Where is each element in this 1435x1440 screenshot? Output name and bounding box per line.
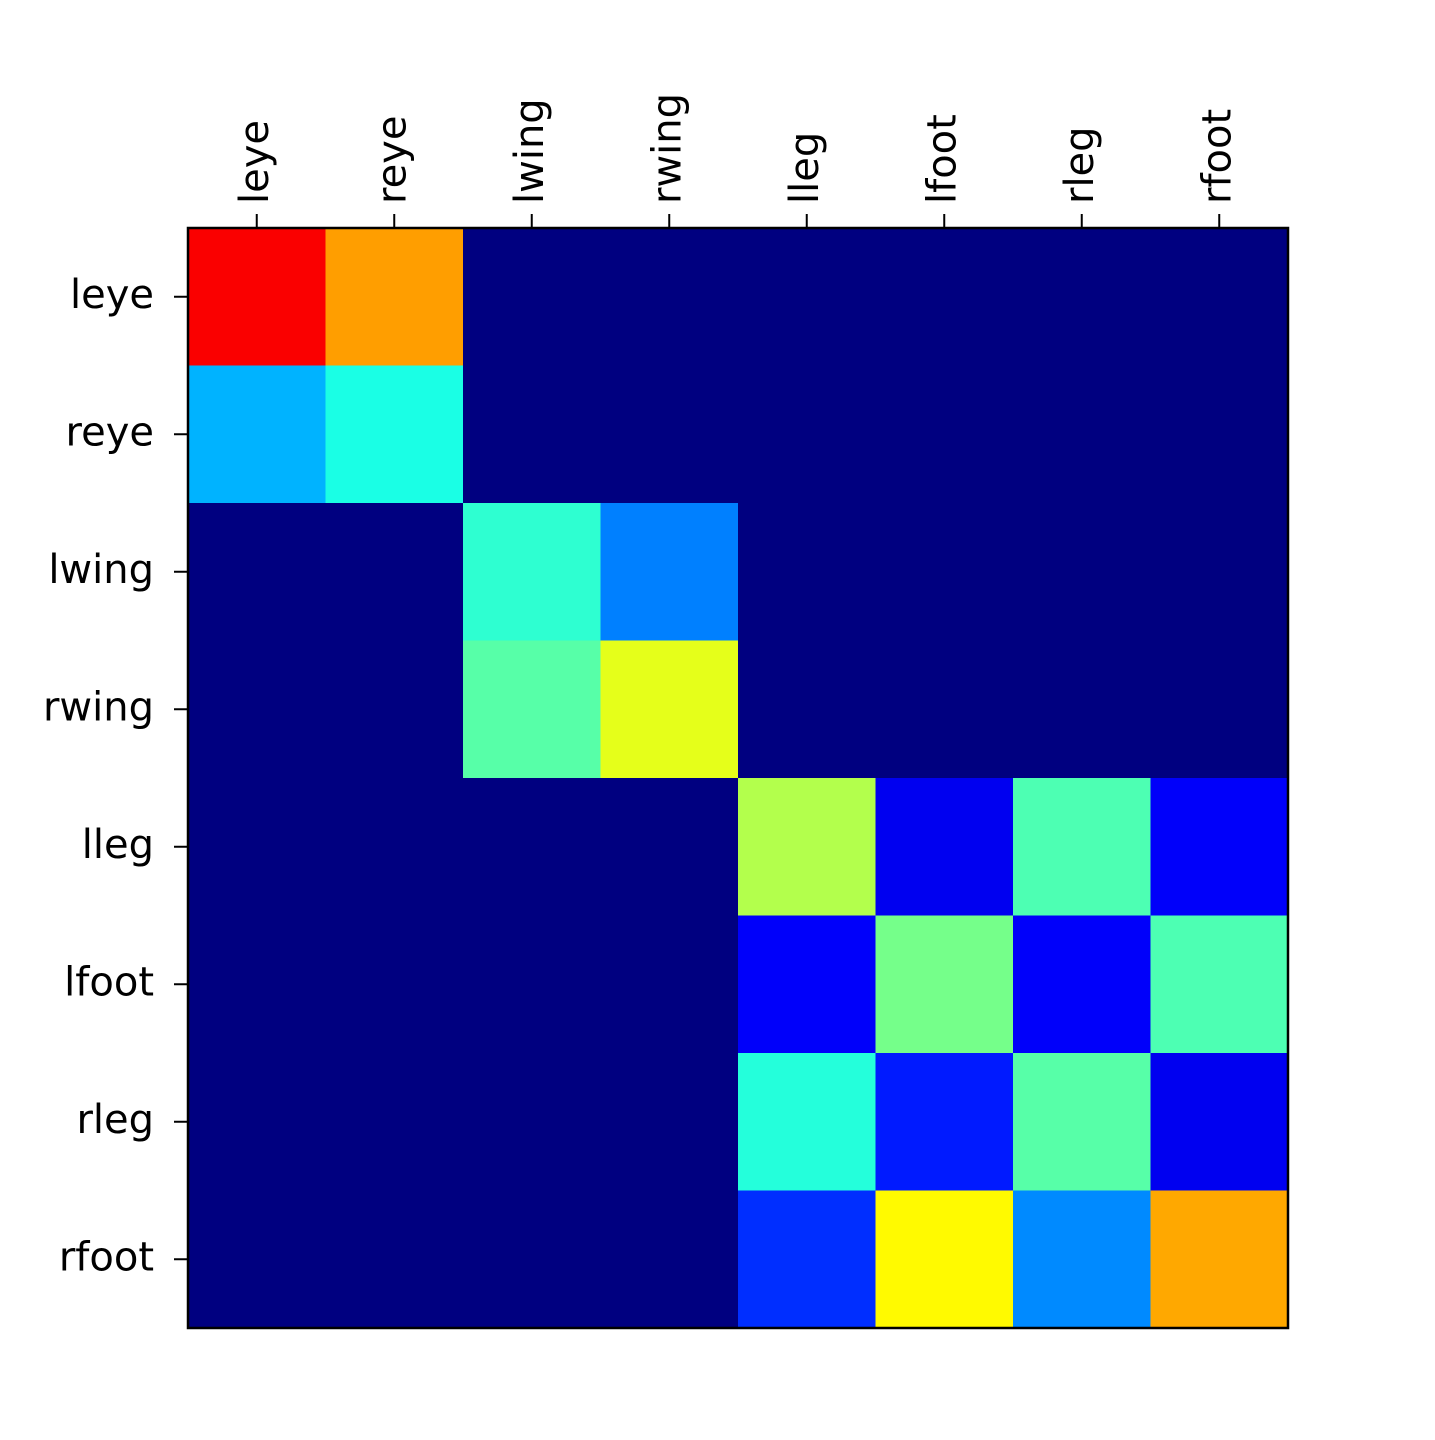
heatmap-cell-rfoot-lleg bbox=[738, 1190, 877, 1329]
heatmap-cell-lwing-reye bbox=[325, 503, 464, 642]
heatmap-cell-lwing-lwing bbox=[463, 503, 602, 642]
heatmap-cell-lfoot-reye bbox=[325, 915, 464, 1054]
x-tick-label-rleg: rleg bbox=[1057, 126, 1103, 204]
y-tick-label-lwing: lwing bbox=[48, 547, 154, 593]
heatmap-cell-lfoot-rfoot bbox=[1150, 915, 1289, 1054]
heatmap-cell-rfoot-reye bbox=[325, 1190, 464, 1329]
heatmap-cell-lleg-rwing bbox=[600, 778, 739, 917]
heatmap-cell-reye-rfoot bbox=[1150, 365, 1289, 504]
y-tick-label-reye: reye bbox=[66, 409, 154, 455]
heatmap-cell-lwing-rwing bbox=[600, 503, 739, 642]
heatmap-cell-lwing-rfoot bbox=[1150, 503, 1289, 642]
x-tick-label-leye: leye bbox=[232, 120, 278, 204]
heatmap-cell-lfoot-lfoot bbox=[875, 915, 1014, 1054]
heatmap-cells bbox=[188, 228, 1289, 1329]
x-tick-label-lleg: lleg bbox=[782, 132, 828, 204]
heatmap-cell-lfoot-rleg bbox=[1013, 915, 1152, 1054]
heatmap-cell-rwing-rwing bbox=[600, 640, 739, 779]
heatmap-cell-reye-rwing bbox=[600, 365, 739, 504]
heatmap-cell-lleg-leye bbox=[188, 778, 327, 917]
heatmap-cell-lleg-lwing bbox=[463, 778, 602, 917]
heatmap-cell-rleg-lwing bbox=[463, 1053, 602, 1192]
y-tick-label-rfoot: rfoot bbox=[59, 1234, 154, 1280]
heatmap-cell-rleg-rwing bbox=[600, 1053, 739, 1192]
heatmap-cell-reye-reye bbox=[325, 365, 464, 504]
heatmap-cell-reye-lwing bbox=[463, 365, 602, 504]
plot-frame bbox=[186, 226, 1290, 1330]
heatmap-cell-lleg-lfoot bbox=[875, 778, 1014, 917]
heatmap-cell-rfoot-rleg bbox=[1013, 1190, 1152, 1329]
heatmap-cell-rfoot-rwing bbox=[600, 1190, 739, 1329]
heatmap-cell-rleg-rleg bbox=[1013, 1053, 1152, 1192]
heatmap-cell-lwing-lleg bbox=[738, 503, 877, 642]
y-axis-ticks: leye reye lwing rwing lleg lfoot rleg rfoot bbox=[43, 272, 188, 1280]
heatmap-cell-rfoot-leye bbox=[188, 1190, 327, 1329]
heatmap-cell-lfoot-leye bbox=[188, 915, 327, 1054]
heatmap-cell-lfoot-lleg bbox=[738, 915, 877, 1054]
heatmap-cell-leye-leye bbox=[188, 228, 327, 367]
heatmap-cell-leye-lwing bbox=[463, 228, 602, 367]
x-tick-label-lwing: lwing bbox=[507, 98, 553, 204]
heatmap-cell-leye-lfoot bbox=[875, 228, 1014, 367]
heatmap-cell-leye-rleg bbox=[1013, 228, 1152, 367]
heatmap-cell-rwing-leye bbox=[188, 640, 327, 779]
heatmap-cell-rwing-reye bbox=[325, 640, 464, 779]
heatmap-cell-reye-lfoot bbox=[875, 365, 1014, 504]
heatmap-cell-leye-rfoot bbox=[1150, 228, 1289, 367]
heatmap-cell-reye-rleg bbox=[1013, 365, 1152, 504]
heatmap-cell-lwing-lfoot bbox=[875, 503, 1014, 642]
y-tick-label-rleg: rleg bbox=[76, 1097, 154, 1143]
heatmap-cell-rwing-lleg bbox=[738, 640, 877, 779]
heatmap-cell-rwing-rleg bbox=[1013, 640, 1152, 779]
heatmap-cell-rwing-lwing bbox=[463, 640, 602, 779]
heatmap-cell-leye-lleg bbox=[738, 228, 877, 367]
y-tick-label-lfoot: lfoot bbox=[64, 959, 154, 1005]
heatmap-cell-lleg-rleg bbox=[1013, 778, 1152, 917]
heatmap-cell-rfoot-lfoot bbox=[875, 1190, 1014, 1329]
heatmap-cell-rleg-rfoot bbox=[1150, 1053, 1289, 1192]
heatmap-cell-rleg-leye bbox=[188, 1053, 327, 1192]
heatmap-cell-reye-lleg bbox=[738, 365, 877, 504]
heatmap-cell-leye-reye bbox=[325, 228, 464, 367]
heatmap-cell-lleg-lleg bbox=[738, 778, 877, 917]
x-tick-label-lfoot: lfoot bbox=[919, 114, 965, 204]
x-axis-ticks: leye reye lwing rwing lleg lfoot rleg rfoot bbox=[232, 93, 1240, 228]
heatmap-cell-rfoot-lwing bbox=[463, 1190, 602, 1329]
heatmap-cell-rleg-reye bbox=[325, 1053, 464, 1192]
heatmap-cell-rfoot-rfoot bbox=[1150, 1190, 1289, 1329]
heatmap-cell-rleg-lleg bbox=[738, 1053, 877, 1192]
heatmap-cell-lwing-rleg bbox=[1013, 503, 1152, 642]
heatmap-cell-lfoot-lwing bbox=[463, 915, 602, 1054]
x-tick-label-rwing: rwing bbox=[644, 93, 690, 204]
x-tick-label-reye: reye bbox=[369, 116, 415, 204]
y-tick-label-rwing: rwing bbox=[43, 684, 154, 730]
heatmap-cell-leye-rwing bbox=[600, 228, 739, 367]
y-tick-label-lleg: lleg bbox=[82, 822, 154, 868]
y-tick-label-leye: leye bbox=[70, 272, 154, 318]
heatmap-cell-lfoot-rwing bbox=[600, 915, 739, 1054]
heatmap-cell-rwing-lfoot bbox=[875, 640, 1014, 779]
heatmap-cell-lleg-rfoot bbox=[1150, 778, 1289, 917]
heatmap-cell-rwing-rfoot bbox=[1150, 640, 1289, 779]
heatmap-cell-rleg-lfoot bbox=[875, 1053, 1014, 1192]
x-tick-label-rfoot: rfoot bbox=[1194, 109, 1240, 204]
heatmap-cell-lwing-leye bbox=[188, 503, 327, 642]
heatmap-cell-reye-leye bbox=[188, 365, 327, 504]
heatmap-cell-lleg-reye bbox=[325, 778, 464, 917]
